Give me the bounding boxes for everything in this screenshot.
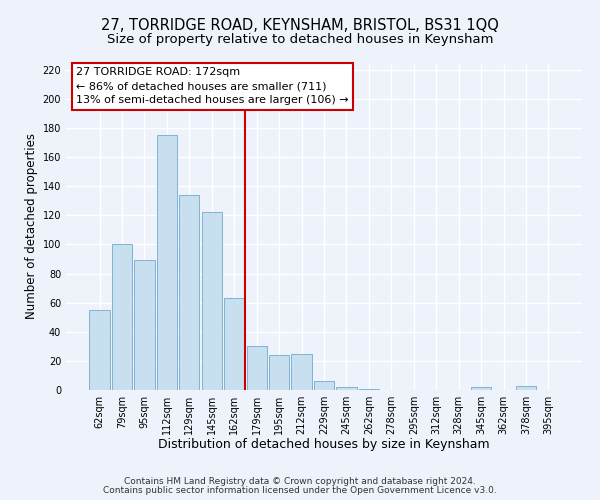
Bar xyxy=(157,136,177,390)
Bar xyxy=(471,387,491,390)
Bar xyxy=(89,310,110,390)
Bar xyxy=(134,260,155,390)
Bar xyxy=(359,388,379,390)
Bar xyxy=(224,298,244,390)
Y-axis label: Number of detached properties: Number of detached properties xyxy=(25,133,38,320)
Bar xyxy=(516,386,536,390)
Bar xyxy=(112,244,132,390)
Bar xyxy=(247,346,267,390)
Bar xyxy=(314,382,334,390)
Bar xyxy=(202,212,222,390)
Text: Size of property relative to detached houses in Keynsham: Size of property relative to detached ho… xyxy=(107,32,493,46)
Text: Contains public sector information licensed under the Open Government Licence v3: Contains public sector information licen… xyxy=(103,486,497,495)
Bar xyxy=(337,387,356,390)
Bar xyxy=(269,355,289,390)
Bar xyxy=(292,354,311,390)
Text: 27 TORRIDGE ROAD: 172sqm
← 86% of detached houses are smaller (711)
13% of semi-: 27 TORRIDGE ROAD: 172sqm ← 86% of detach… xyxy=(76,68,349,106)
Text: Contains HM Land Registry data © Crown copyright and database right 2024.: Contains HM Land Registry data © Crown c… xyxy=(124,477,476,486)
Text: 27, TORRIDGE ROAD, KEYNSHAM, BRISTOL, BS31 1QQ: 27, TORRIDGE ROAD, KEYNSHAM, BRISTOL, BS… xyxy=(101,18,499,32)
Bar xyxy=(179,195,199,390)
X-axis label: Distribution of detached houses by size in Keynsham: Distribution of detached houses by size … xyxy=(158,438,490,452)
